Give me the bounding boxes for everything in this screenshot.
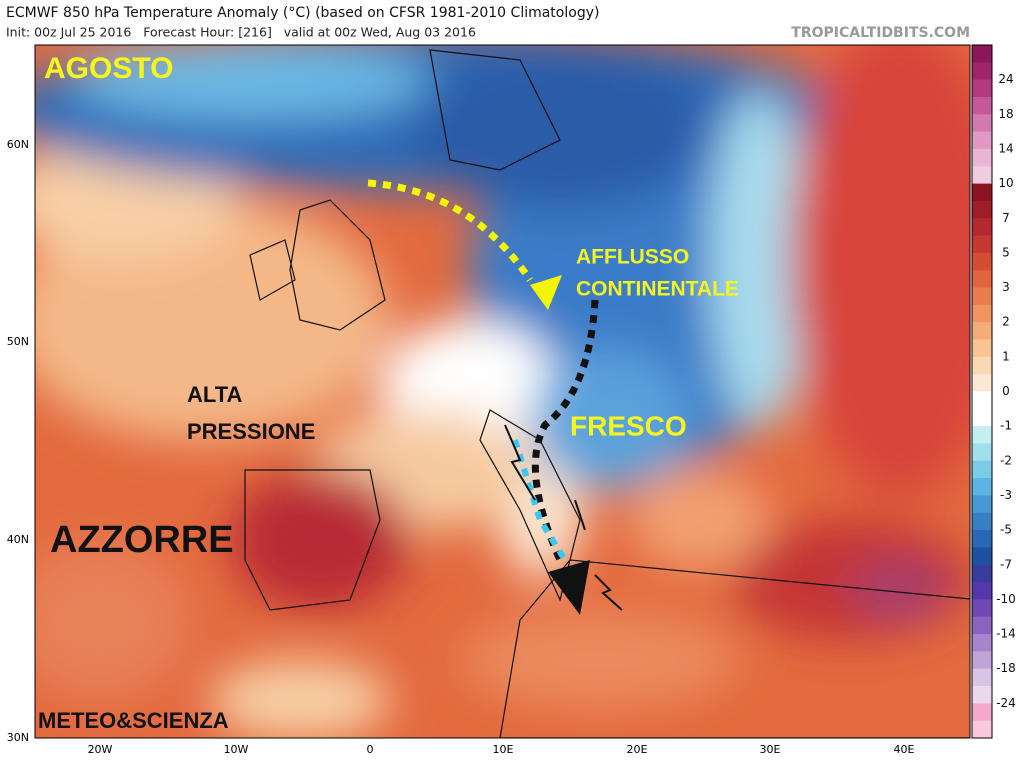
colorbar-segment <box>972 374 992 392</box>
colorbar-label: 14 <box>998 141 1013 155</box>
colorbar-segment <box>972 720 992 739</box>
colorbar-segment <box>972 79 992 98</box>
colorbar-label: -24 <box>996 696 1016 710</box>
lon-label: 40E <box>894 743 915 756</box>
colorbar-label: 5 <box>1002 245 1010 259</box>
lon-label: 20W <box>88 743 113 756</box>
annotations: AGOSTO AFFLUSSO CONTINENTALE ALTA PRESSI… <box>38 52 739 733</box>
annotation: PRESSIONE <box>187 419 315 444</box>
colorbar-segment <box>972 218 992 237</box>
colorbar-segment <box>972 634 992 652</box>
colorbar-segment <box>972 599 992 618</box>
colorbar-segment <box>972 547 992 566</box>
colorbar-segment <box>972 339 992 358</box>
colorbar-label: -14 <box>996 627 1016 641</box>
colorbar-segment <box>972 270 992 289</box>
lat-labels: 60N 50N 40N 30N <box>7 138 29 744</box>
colorbar-segment <box>972 131 992 150</box>
annotation: ALTA <box>187 382 242 407</box>
colorbar-label: 3 <box>1002 280 1010 294</box>
map-frame <box>34 44 971 739</box>
init-line: Init: 00z Jul 25 2016 Forecast Hour: [21… <box>6 25 476 40</box>
colorbar-label: 7 <box>1002 211 1010 225</box>
colorbar-segment <box>972 616 992 635</box>
colorbar-segment <box>972 460 992 479</box>
colorbar-segment <box>972 668 992 687</box>
lat-label: 60N <box>7 138 29 151</box>
colorbar-segment <box>972 478 992 496</box>
lon-label: 10W <box>224 743 249 756</box>
lat-label: 40N <box>7 533 29 546</box>
annotation: FRESCO <box>570 410 687 441</box>
source: TROPICALTIDBITS.COM <box>791 25 970 41</box>
lon-label: 20E <box>627 743 648 756</box>
lon-label: 0 <box>367 743 374 756</box>
colorbar-segment <box>972 530 992 548</box>
colorbar-segment <box>972 512 992 531</box>
colorbar-segment <box>972 62 992 81</box>
annotation: METEO&SCIENZA <box>38 708 229 733</box>
lon-label: 10E <box>493 743 514 756</box>
colorbar-segment <box>972 287 992 306</box>
lon-labels: 20W 10W 0 10E 20E 30E 40E <box>88 743 915 756</box>
colorbar-label: -10 <box>996 592 1016 606</box>
lat-label: 50N <box>7 335 29 348</box>
colorbar-label: 2 <box>1002 315 1010 329</box>
colorbar-label: 24 <box>998 72 1013 86</box>
colorbar-label: 1 <box>1002 349 1010 363</box>
colorbar-segment <box>972 408 992 427</box>
colorbar-segment <box>972 200 992 219</box>
colorbar-label: -18 <box>996 661 1016 675</box>
colorbar-segment <box>972 651 992 670</box>
colorbar-label: 10 <box>998 176 1013 190</box>
colorbar-segment <box>972 356 992 375</box>
colorbar-frame <box>971 44 993 739</box>
colorbar-label: 18 <box>998 107 1013 121</box>
colorbar-segment <box>972 322 992 341</box>
colorbar-segment <box>972 426 992 444</box>
colorbar-label: -1 <box>1000 419 1012 433</box>
colorbar-segment <box>972 686 992 704</box>
colorbar-segment <box>972 304 992 323</box>
colorbar-segment <box>972 45 992 63</box>
title: ECMWF 850 hPa Temperature Anomaly (°C) (… <box>6 5 599 21</box>
colorbar-segment <box>972 703 992 722</box>
lon-label: 30E <box>760 743 781 756</box>
colorbar-segment <box>972 235 992 254</box>
colorbar-label: -3 <box>1000 488 1012 502</box>
annotation: AZZORRE <box>50 519 234 561</box>
colorbar-segment <box>972 391 992 410</box>
annotation: AFFLUSSO <box>576 246 689 269</box>
colorbar-segment <box>972 114 992 133</box>
colorbar-segment <box>972 148 992 167</box>
colorbar-segment <box>972 443 992 462</box>
colorbar-segment <box>972 495 992 514</box>
colorbar-segment <box>972 96 992 115</box>
colorbar-segment <box>972 564 992 583</box>
annotation: CONTINENTALE <box>576 278 739 301</box>
lat-label: 30N <box>7 731 29 744</box>
colorbar-segment <box>972 183 992 202</box>
colorbar-label: -7 <box>1000 557 1012 571</box>
colorbar-label: -2 <box>1000 453 1012 467</box>
colorbar-segment <box>972 166 992 185</box>
map <box>35 45 970 738</box>
colorbar-label: 0 <box>1002 384 1010 398</box>
annotation: AGOSTO <box>44 52 173 85</box>
colorbar-segment <box>972 252 992 271</box>
colorbar-segment <box>972 582 992 600</box>
arrows <box>367 179 623 615</box>
colorbar-label: -5 <box>1000 523 1012 537</box>
